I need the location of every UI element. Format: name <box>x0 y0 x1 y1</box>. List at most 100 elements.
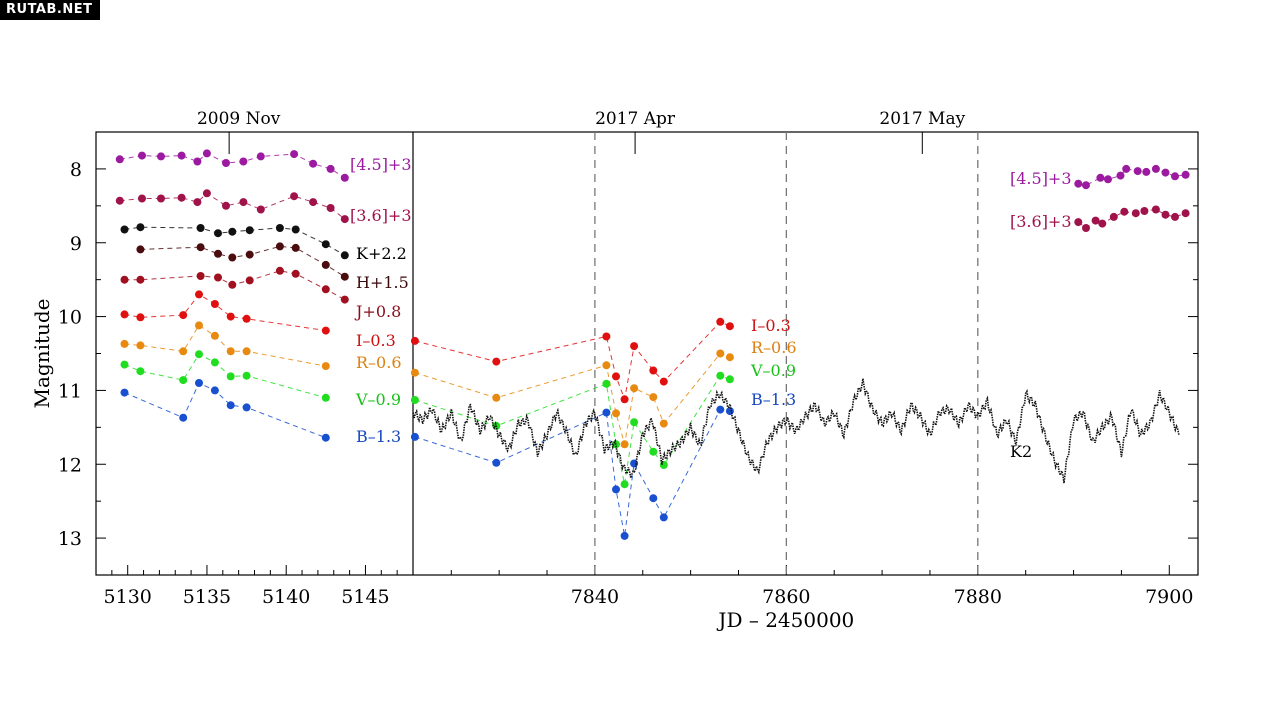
data-point <box>136 245 145 254</box>
data-point <box>239 198 248 207</box>
data-point <box>1120 207 1129 216</box>
data-point <box>321 433 330 442</box>
data-point <box>193 198 202 207</box>
data-point <box>1161 210 1170 219</box>
data-point <box>195 290 203 299</box>
y-tick-label: 13 <box>58 528 82 550</box>
x-tick-label: 7860 <box>762 586 810 608</box>
data-point <box>602 379 611 388</box>
data-point <box>256 205 265 214</box>
series-line <box>124 226 346 256</box>
data-point <box>620 531 629 540</box>
data-point <box>659 513 668 522</box>
data-point <box>210 386 219 395</box>
data-point <box>242 347 251 356</box>
series-label: B–1.3 <box>751 390 796 409</box>
data-point <box>226 372 235 381</box>
data-point <box>321 362 330 371</box>
y-tick-label: 12 <box>58 454 82 476</box>
data-point <box>115 196 124 205</box>
data-point <box>326 204 335 212</box>
series-label: V–0.9 <box>355 390 401 409</box>
data-point <box>195 350 203 359</box>
data-point <box>410 368 419 377</box>
data-point <box>340 295 349 304</box>
data-point <box>245 226 254 235</box>
data-point <box>725 375 734 384</box>
data-point <box>120 310 129 319</box>
data-point <box>1074 218 1083 227</box>
data-point <box>120 275 129 284</box>
data-point <box>1151 164 1160 173</box>
data-point <box>602 332 611 341</box>
data-point <box>649 393 658 402</box>
data-point <box>290 192 299 201</box>
data-point <box>195 379 203 387</box>
series-label: R–0.6 <box>751 338 797 357</box>
k2-light-curve <box>412 378 1180 484</box>
series-label: V–0.9 <box>750 361 796 380</box>
x-tick-label: 5145 <box>341 586 389 608</box>
data-point <box>228 253 237 262</box>
data-point <box>659 419 668 428</box>
data-point <box>210 331 219 340</box>
data-point <box>1098 219 1107 228</box>
data-point <box>649 447 658 456</box>
data-point <box>620 395 629 404</box>
y-tick-label: 9 <box>70 233 82 255</box>
series-line <box>119 192 346 220</box>
data-point <box>321 393 330 402</box>
data-point <box>716 349 725 358</box>
data-point <box>1171 172 1179 181</box>
data-point <box>202 149 211 158</box>
data-point <box>716 405 725 414</box>
series-line <box>124 324 326 367</box>
data-point <box>321 260 330 269</box>
data-point <box>202 189 211 198</box>
data-point <box>340 173 349 182</box>
data-point <box>275 266 284 275</box>
data-point <box>1161 168 1170 177</box>
series-line <box>124 270 346 301</box>
data-point <box>602 408 611 417</box>
series-label: I–0.3 <box>751 316 791 335</box>
data-point <box>716 371 725 380</box>
series-line <box>124 293 326 332</box>
data-point <box>120 360 129 369</box>
x-tick-label: 7900 <box>1145 586 1193 608</box>
data-point <box>659 377 668 386</box>
series-label: B–1.3 <box>356 427 401 446</box>
data-point <box>136 313 145 322</box>
data-point <box>291 243 300 252</box>
data-point <box>226 401 235 410</box>
data-point <box>321 326 330 335</box>
data-point <box>649 494 658 503</box>
data-point <box>210 300 219 308</box>
data-point <box>214 273 222 282</box>
data-point <box>1131 209 1140 218</box>
series-line <box>414 409 730 536</box>
data-point <box>214 249 222 258</box>
series-label: J+0.8 <box>354 302 401 321</box>
data-point <box>309 198 318 207</box>
series-line <box>414 321 731 402</box>
data-point <box>630 342 639 351</box>
data-point <box>340 215 349 224</box>
data-point <box>242 371 251 380</box>
data-point <box>725 407 734 416</box>
series-line <box>414 352 731 445</box>
data-point <box>1181 209 1190 218</box>
data-point <box>725 322 734 331</box>
data-point <box>725 353 734 362</box>
data-point <box>222 159 230 167</box>
data-point <box>649 366 658 375</box>
series-label: [3.6]+3 <box>1010 212 1072 231</box>
data-point <box>242 314 251 323</box>
series-label: [4.5]+3 <box>1010 169 1072 188</box>
data-point <box>321 240 330 249</box>
data-point <box>138 194 146 203</box>
data-point <box>340 251 349 260</box>
x-tick-label: 5140 <box>262 586 310 608</box>
data-point <box>214 229 222 238</box>
data-point <box>340 272 349 281</box>
